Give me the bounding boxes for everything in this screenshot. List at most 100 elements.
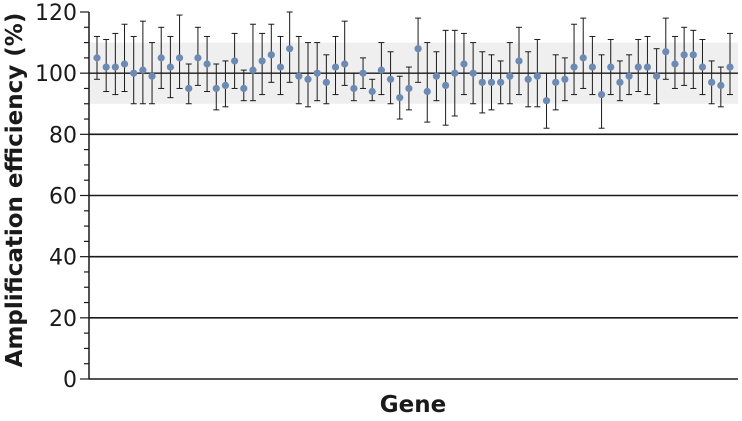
data-point-group (487, 54, 496, 111)
data-point (570, 63, 578, 71)
data-point-group (377, 42, 385, 96)
data-point-group (148, 42, 156, 105)
data-point-group (653, 48, 661, 105)
data-point-group (130, 35, 138, 105)
data-point (295, 72, 303, 80)
data-point (240, 84, 248, 93)
data-point-group (524, 51, 532, 108)
data-point (643, 63, 652, 71)
data-point (231, 57, 239, 65)
data-point-group (643, 35, 652, 96)
data-point-group (717, 66, 725, 108)
data-point (708, 78, 716, 86)
data-point-group (221, 60, 230, 108)
data-point (653, 72, 661, 80)
data-point-group (102, 39, 110, 93)
data-point-group (111, 32, 119, 96)
data-point (350, 84, 358, 93)
data-point-group (442, 29, 450, 126)
data-point (469, 69, 477, 77)
data-point-group (350, 72, 358, 102)
data-point (607, 63, 615, 71)
y-tick-label: 20 (49, 307, 77, 332)
data-point-group (506, 42, 514, 105)
data-point-group (396, 75, 404, 120)
data-point (166, 63, 174, 71)
data-point-group (166, 35, 174, 99)
data-point-group (597, 54, 606, 129)
data-point (203, 60, 211, 68)
data-point (460, 60, 468, 68)
data-point (221, 81, 230, 89)
data-point (506, 72, 514, 80)
data-point (561, 75, 569, 83)
data-point (405, 84, 413, 93)
data-point (175, 54, 184, 62)
data-point-group (515, 26, 523, 96)
data-point (258, 57, 266, 65)
data-point-group (662, 17, 670, 80)
y-tick-label: 100 (35, 62, 77, 87)
data-point (524, 75, 532, 83)
y-tick-label: 60 (49, 185, 77, 210)
data-point-group (304, 42, 312, 108)
data-point (432, 72, 441, 80)
data-point-group (203, 35, 211, 93)
data-point (139, 66, 147, 74)
data-point-group (341, 20, 349, 86)
data-point (267, 51, 275, 59)
data-point-group (322, 54, 330, 105)
data-point-group (570, 23, 578, 96)
data-point (414, 45, 422, 53)
data-point-group (359, 57, 367, 89)
data-point (442, 81, 450, 89)
data-point (588, 63, 596, 71)
data-point (130, 69, 138, 77)
data-point (698, 63, 707, 71)
y-tick-label: 80 (49, 123, 77, 148)
data-point-group (157, 26, 165, 89)
data-point-group (276, 35, 285, 96)
data-point-group (368, 78, 376, 102)
data-point (341, 60, 349, 68)
y-tick-label: 120 (35, 1, 77, 26)
data-point (377, 66, 385, 74)
data-point (249, 66, 257, 74)
data-point-group (331, 35, 340, 96)
data-point-group (607, 39, 615, 96)
data-point-group (231, 32, 239, 89)
data-point-group (698, 39, 707, 96)
data-point (717, 81, 725, 89)
data-point (689, 51, 697, 59)
data-point-group (267, 23, 275, 83)
data-point (487, 78, 496, 86)
data-point-group (552, 54, 560, 111)
data-point-group (295, 35, 303, 105)
data-point (597, 90, 606, 99)
data-point (680, 51, 688, 59)
y-tick-label: 40 (49, 246, 77, 271)
data-point (616, 78, 624, 86)
data-point-group (478, 51, 486, 114)
data-point (634, 63, 642, 71)
data-point (148, 72, 156, 80)
data-point-group (579, 17, 587, 89)
data-point (304, 75, 312, 83)
data-point-group (185, 63, 193, 105)
data-point (515, 57, 523, 65)
data-point (331, 63, 340, 71)
y-tick-label: 0 (63, 368, 77, 393)
data-point (542, 97, 551, 105)
data-point-group (680, 26, 688, 86)
data-point-group (451, 29, 459, 117)
data-point-group (708, 60, 716, 105)
data-point-group (726, 32, 734, 96)
data-point-group (542, 72, 551, 129)
data-point-group (414, 17, 422, 83)
data-point-group (432, 51, 441, 102)
data-point-group (405, 66, 413, 111)
data-point-group (120, 23, 129, 93)
data-point (423, 87, 431, 96)
